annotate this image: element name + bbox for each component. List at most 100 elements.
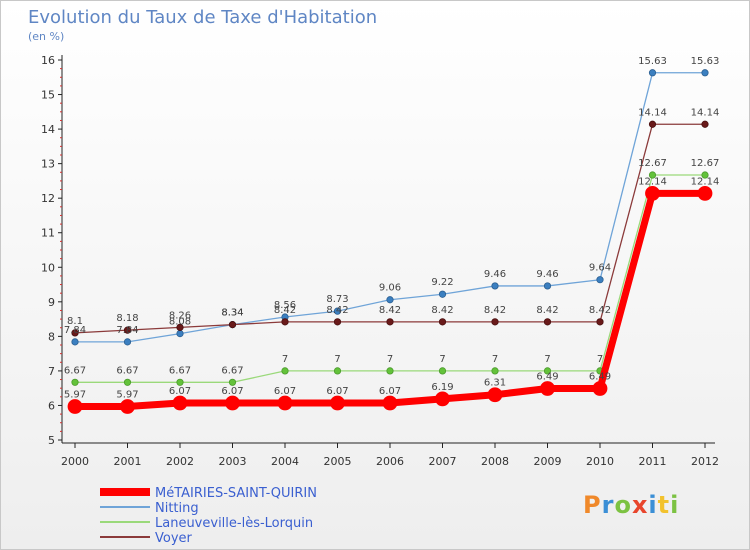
data-label: 8.26: [169, 310, 191, 321]
data-label: 8.42: [536, 305, 558, 316]
data-point: [172, 395, 188, 411]
y-tick-label: 16: [41, 54, 55, 67]
x-tick-label: 2012: [691, 455, 719, 468]
x-tick-label: 2010: [586, 455, 614, 468]
data-point: [386, 296, 394, 304]
data-point: [330, 395, 345, 411]
data-point: [645, 185, 660, 201]
data-label: 8.42: [379, 305, 401, 316]
data-label: 7: [597, 354, 603, 365]
data-label: 9.06: [379, 283, 401, 294]
data-label: 6.67: [221, 365, 243, 376]
data-point: [438, 318, 447, 326]
y-tick-label: 8: [48, 330, 55, 343]
legend-label: Voyer: [155, 531, 193, 546]
y-tick-label: 5: [48, 434, 55, 447]
data-label: 8.56: [274, 300, 296, 311]
data-label: 5.97: [116, 389, 138, 400]
data-label: 8.73: [326, 294, 348, 305]
data-label: 5.97: [64, 389, 86, 400]
data-label: 12.67: [691, 158, 720, 169]
data-point: [123, 326, 132, 334]
data-point: [123, 378, 132, 386]
data-label: 7.84: [116, 325, 138, 336]
data-point: [543, 282, 552, 290]
data-label: 7: [387, 354, 393, 365]
data-point: [228, 378, 237, 386]
data-label: 8.42: [589, 305, 611, 316]
data-label: 7: [334, 354, 340, 365]
data-label: 8.1: [67, 316, 83, 327]
logo-letter: x: [631, 491, 649, 519]
x-tick-label: 2002: [166, 455, 194, 468]
data-point: [71, 338, 79, 346]
chart-unit-label: (en %): [28, 30, 65, 43]
data-point: [176, 323, 184, 331]
logo-letter: i: [670, 491, 680, 519]
data-point: [333, 367, 342, 375]
chart-title: Evolution du Taux de Taxe d'Habitation: [28, 7, 378, 28]
x-tick-label: 2005: [324, 455, 352, 468]
data-point: [701, 69, 709, 77]
y-tick-label: 12: [41, 192, 55, 205]
data-point: [491, 318, 499, 326]
data-point: [386, 367, 394, 375]
data-label: 6.19: [431, 382, 453, 393]
data-point: [333, 307, 342, 315]
data-point: [281, 318, 289, 326]
data-label: 8.34: [221, 308, 243, 319]
proxiti-logo: Proxiti: [583, 491, 679, 519]
data-label: 6.67: [64, 365, 86, 376]
data-point: [491, 367, 499, 375]
logo-letter: P: [583, 491, 602, 519]
data-label: 15.63: [691, 56, 720, 67]
data-label: 6.07: [274, 386, 296, 397]
y-tick-label: 9: [48, 296, 55, 309]
data-point: [71, 329, 79, 337]
data-point: [176, 378, 184, 386]
data-point: [543, 367, 552, 375]
data-label: 8.18: [116, 313, 138, 324]
y-tick-label: 15: [41, 89, 55, 102]
data-label: 8.08: [169, 317, 191, 328]
data-label: 6.07: [379, 386, 401, 397]
data-label: 6.49: [589, 372, 611, 383]
data-label: 6.07: [221, 386, 243, 397]
x-tick-label: 2000: [61, 455, 89, 468]
legend-label: MéTAIRIES-SAINT-QUIRIN: [155, 486, 317, 501]
data-point: [176, 329, 184, 338]
data-point: [228, 321, 237, 329]
y-tick-label: 6: [48, 399, 55, 412]
data-label: 7: [492, 354, 498, 365]
x-tick-label: 2001: [114, 455, 142, 468]
data-label: 8.42: [484, 305, 506, 316]
data-point: [596, 276, 604, 284]
data-point: [487, 387, 503, 403]
data-label: 14.14: [638, 107, 667, 118]
data-label: 6.49: [536, 372, 558, 383]
data-point: [386, 318, 394, 326]
data-point: [225, 395, 240, 411]
data-label: 15.63: [638, 56, 667, 67]
logo-letter: i: [648, 491, 658, 519]
data-label: 12.14: [638, 176, 667, 187]
data-point: [435, 391, 450, 407]
data-point: [648, 120, 657, 128]
data-point: [697, 185, 713, 201]
data-label: 9.64: [589, 263, 611, 274]
data-point: [648, 69, 657, 77]
x-tick-label: 2008: [481, 455, 509, 468]
y-tick-label: 10: [41, 261, 55, 274]
x-tick-label: 2004: [271, 455, 299, 468]
data-label: 8.34: [221, 308, 243, 319]
data-label: 8.42: [274, 305, 296, 316]
legend-label: Laneuveville-lès-Lorquin: [155, 516, 313, 531]
data-point: [382, 395, 398, 411]
x-tick-label: 2007: [429, 455, 457, 468]
data-point: [540, 381, 555, 396]
data-label: 9.22: [431, 277, 453, 288]
data-label: 12.67: [638, 158, 667, 169]
data-point: [701, 120, 709, 128]
data-label: 7.84: [64, 325, 86, 336]
